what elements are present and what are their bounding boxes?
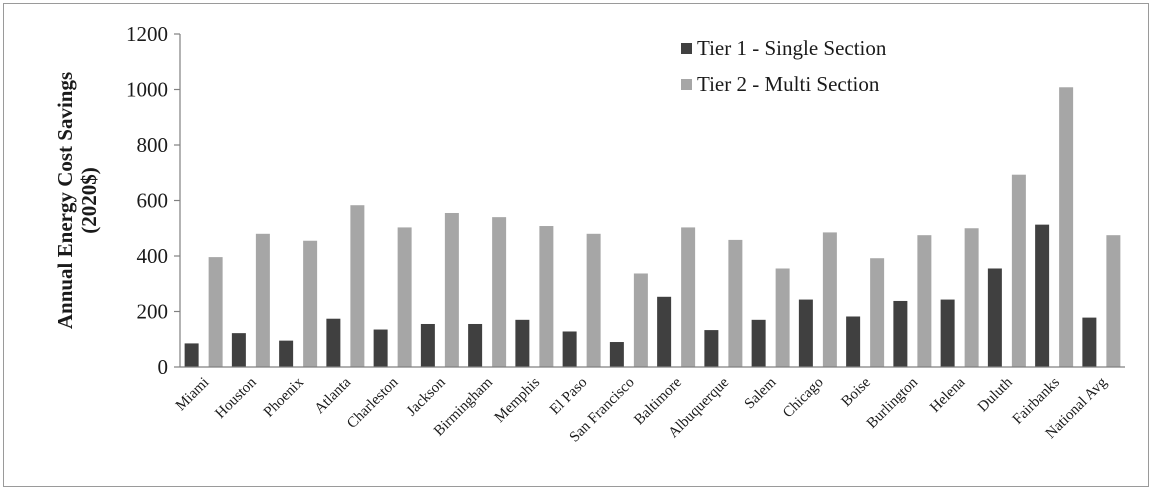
bar-tier-2: [1106, 235, 1121, 367]
x-category-label: Charleston: [344, 374, 402, 432]
x-category-label: Jackson: [404, 374, 449, 419]
bar-tier-2: [255, 233, 270, 367]
x-category-label: Chicago: [780, 375, 827, 422]
bar-tier-1: [468, 323, 483, 367]
bar-tier-1: [893, 300, 908, 367]
bar-tier-2: [1059, 87, 1074, 367]
y-axis-title: Annual Energy Cost Savings: [53, 72, 77, 329]
bar-tier-2: [681, 227, 696, 367]
bar-tier-2: [775, 268, 790, 367]
x-category-label: Boise: [838, 374, 874, 410]
y-axis-label: Annual Energy Cost Savings (2020$): [53, 72, 101, 329]
bar-tier-1: [609, 342, 624, 367]
y-tick-label: 1200: [126, 22, 168, 46]
legend-swatch: [681, 79, 692, 90]
x-category-label: Burlington: [864, 374, 922, 432]
bar-tier-1: [798, 299, 813, 367]
y-axis: 0 200 400 600 800 1000 1200: [126, 22, 181, 379]
legend-swatch: [681, 43, 692, 54]
bar-tier-1: [279, 340, 294, 367]
bar-tier-1: [704, 330, 719, 367]
y-tick-label: 0: [158, 355, 169, 379]
bar-tier-2: [1011, 174, 1026, 367]
bar-tier-1: [657, 296, 672, 367]
bar-tier-2: [397, 227, 412, 367]
y-tick-label: 800: [137, 133, 169, 157]
bar-tier-1: [846, 316, 861, 367]
x-category-label: Miami: [173, 375, 213, 415]
y-axis-title: (2020$): [77, 167, 101, 234]
x-category-label: Salem: [742, 374, 780, 412]
y-tick-label: 200: [137, 300, 169, 324]
x-category-label: Atlanta: [312, 374, 355, 417]
legend: Tier 1 - Single Section Tier 2 - Multi Se…: [681, 36, 887, 96]
y-tick-label: 400: [137, 244, 169, 268]
bar-tier-1: [373, 329, 388, 367]
bar-tier-2: [728, 239, 743, 367]
x-category-label: Helena: [927, 374, 969, 416]
bar-tier-2: [444, 212, 459, 367]
bar-tier-1: [1082, 317, 1097, 367]
bar-tier-1: [231, 333, 246, 367]
bar-tier-2: [492, 217, 507, 367]
bar-tier-2: [586, 233, 601, 367]
bar-tier-2: [350, 205, 365, 367]
bar-tier-1: [751, 319, 766, 367]
bar-tier-2: [870, 258, 885, 367]
bar-tier-2: [303, 240, 318, 367]
bar-tier-1: [940, 299, 955, 367]
bar-tier-1: [562, 331, 577, 367]
x-category-label: El Paso: [547, 375, 590, 418]
x-category-label: Memphis: [492, 374, 543, 425]
y-tick-label: 600: [137, 189, 169, 213]
bar-tier-1: [515, 319, 530, 367]
legend-entry: Tier 2 - Multi Section: [697, 72, 880, 96]
chart-frame: [3, 3, 1149, 487]
bar-tier-2: [964, 228, 979, 367]
bar-tier-1: [1035, 224, 1050, 367]
bar-tier-1: [326, 318, 341, 367]
legend-entry: Tier 1 - Single Section: [697, 36, 887, 60]
bar-tier-1: [184, 343, 199, 367]
bars: [184, 87, 1121, 367]
x-category-label: Phoenix: [261, 374, 307, 420]
x-category-label: Duluth: [975, 374, 1016, 415]
bar-tier-2: [633, 273, 648, 367]
bar-tier-2: [917, 235, 932, 367]
x-category-label: Houston: [212, 374, 260, 422]
bar-tier-1: [987, 268, 1002, 367]
y-tick-label: 1000: [126, 78, 168, 102]
bar-tier-2: [539, 226, 554, 367]
bar-tier-2: [822, 232, 837, 367]
bar-tier-2: [208, 257, 223, 367]
bar-tier-1: [420, 323, 435, 367]
